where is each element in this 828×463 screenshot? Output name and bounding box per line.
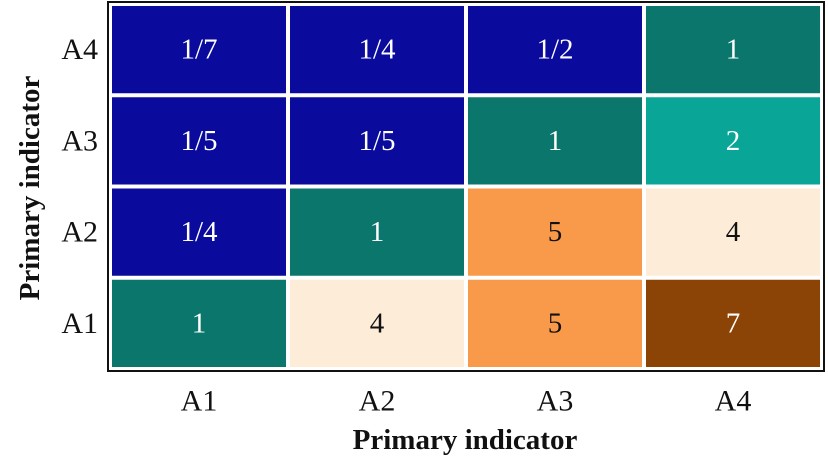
cell — [290, 188, 464, 276]
cell-label: 1/4 — [358, 34, 396, 66]
cell — [468, 97, 642, 185]
y-tick-label: A4 — [61, 33, 98, 66]
cell-label: 1/5 — [180, 125, 217, 157]
cell — [290, 279, 464, 367]
x-tick-label: A1 — [181, 385, 218, 418]
cell — [646, 188, 820, 276]
cell-label: 1 — [548, 125, 563, 157]
cell-label: 1/7 — [180, 34, 217, 66]
x-tick-label: A4 — [715, 385, 752, 418]
cell — [112, 6, 286, 94]
cell-label: 1/5 — [358, 125, 395, 157]
cell-label: 1 — [726, 34, 741, 66]
cell — [112, 279, 286, 367]
cell-label: 7 — [726, 307, 741, 339]
cell — [290, 97, 464, 185]
cell — [468, 188, 642, 276]
cell-label: 1/4 — [180, 216, 218, 248]
y-tick-label: A3 — [61, 124, 98, 157]
cell — [290, 6, 464, 94]
cell — [468, 6, 642, 94]
cell-label: 5 — [548, 216, 563, 248]
cell — [468, 279, 642, 367]
cell-label: 1/2 — [536, 34, 573, 66]
cell-label: 1 — [192, 307, 207, 339]
y-tick-label: A2 — [61, 216, 98, 249]
cell — [112, 97, 286, 185]
cell-label: 1 — [370, 216, 385, 248]
cell — [646, 97, 820, 185]
cell-label: 4 — [370, 307, 385, 339]
x-axis-title: Primary indicator — [353, 424, 578, 456]
cell — [646, 279, 820, 367]
x-tick-label: A3 — [537, 385, 574, 418]
x-tick-label: A2 — [359, 385, 396, 418]
cell — [112, 188, 286, 276]
cell-label: 4 — [726, 216, 741, 248]
y-tick-label: A1 — [61, 307, 98, 340]
cell-label: 5 — [548, 307, 563, 339]
y-axis-title: Primary indicator — [14, 76, 46, 301]
cell-label: 2 — [726, 125, 741, 157]
cell — [646, 6, 820, 94]
